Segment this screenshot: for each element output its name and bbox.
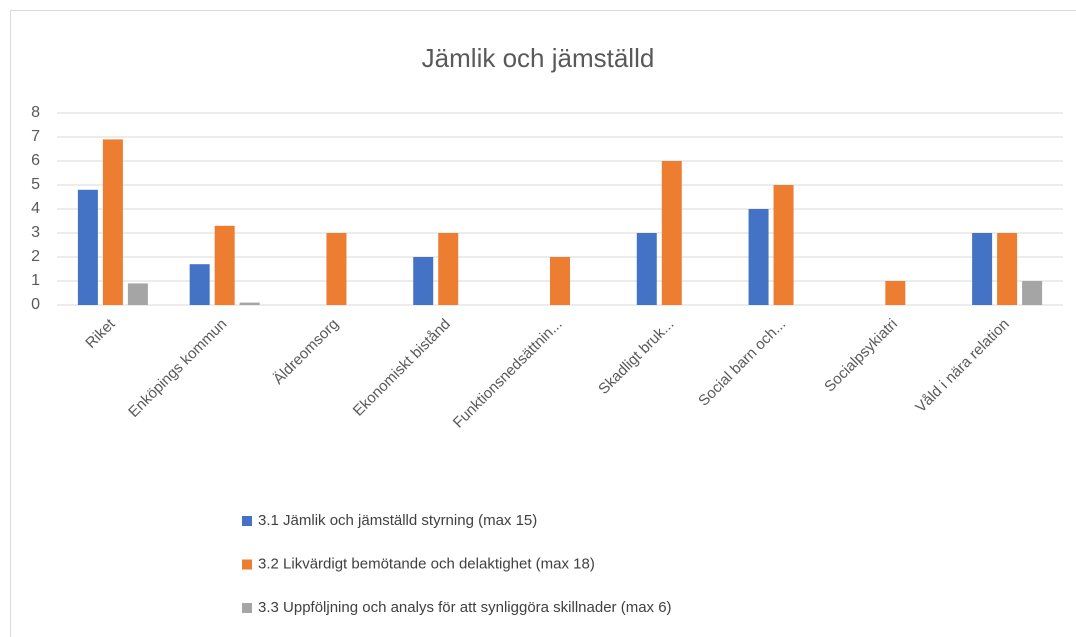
- bar: [77, 189, 98, 305]
- bar: [413, 257, 434, 305]
- bar: [239, 302, 260, 305]
- x-tick-label: Ekonomiskt bistånd: [350, 316, 454, 420]
- y-tick-label: 4: [31, 200, 40, 217]
- bar: [189, 264, 210, 305]
- y-tick-label: 3: [31, 224, 40, 241]
- y-tick-label: 5: [31, 176, 40, 193]
- x-tick-label: Socialpsykiatri: [821, 316, 901, 396]
- bar: [550, 257, 570, 305]
- chart-border: [10, 10, 1076, 637]
- bar: [1022, 281, 1043, 305]
- x-tick-label: Skadligt bruk...: [595, 316, 677, 398]
- legend-swatch: [242, 516, 252, 526]
- chart-title: Jämlik och jämställd: [422, 43, 655, 73]
- legend-swatch: [242, 559, 252, 570]
- bar: [102, 139, 123, 305]
- bar: [127, 283, 148, 305]
- legend-label: 3.2 Likvärdigt bemötande och delaktighet…: [258, 555, 595, 572]
- y-tick-label: 0: [31, 296, 40, 313]
- x-tick-label: Riket: [82, 315, 119, 352]
- x-tick-label: Social barn och...: [695, 316, 789, 410]
- x-tick-label: Våld i nära relation: [912, 316, 1012, 416]
- bar: [885, 281, 906, 305]
- bar: [972, 233, 993, 305]
- legend-label: 3.1 Jämlik och jämställd styrning (max 1…: [258, 512, 537, 529]
- y-tick-label: 7: [31, 128, 40, 145]
- bar: [748, 209, 769, 305]
- y-tick-label: 6: [31, 152, 40, 169]
- bar: [997, 233, 1018, 305]
- x-tick-label: Funktionsnedsättnin...: [450, 316, 566, 432]
- legend-swatch: [242, 603, 252, 613]
- bar: [661, 161, 682, 305]
- bar: [326, 233, 347, 305]
- x-tick-label: Enköpings kommun: [125, 316, 230, 421]
- bar: [438, 233, 459, 305]
- y-tick-label: 2: [31, 248, 40, 265]
- bar: [214, 225, 235, 305]
- bar: [636, 233, 657, 305]
- bar: [773, 185, 794, 305]
- legend-label: 3.3 Uppföljning och analys för att synli…: [258, 599, 672, 616]
- y-tick-label: 8: [31, 104, 40, 121]
- x-tick-label: Äldreomsorg: [270, 316, 342, 388]
- y-tick-label: 1: [31, 272, 40, 289]
